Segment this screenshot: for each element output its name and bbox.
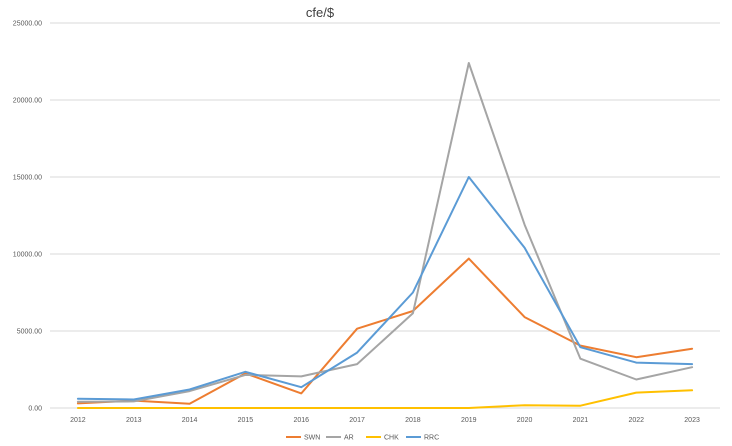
legend-label-chk: CHK: [384, 435, 399, 442]
x-tick-label: 2019: [461, 417, 477, 424]
x-tick-label: 2021: [573, 417, 589, 424]
x-tick-label: 2015: [238, 417, 254, 424]
gridlines: [50, 22, 720, 409]
y-tick-label: 0.00: [28, 406, 42, 413]
series-line-rrc: [76, 176, 694, 401]
y-tick-label: 25000.00: [13, 21, 42, 28]
chart-title: cfe/$: [306, 5, 335, 20]
y-tick-label: 20000.00: [13, 98, 42, 105]
series-line-chk: [76, 389, 694, 409]
legend-label-ar: AR: [344, 435, 354, 442]
x-tick-label: 2013: [126, 417, 142, 424]
x-tick-label: 2016: [293, 417, 309, 424]
x-tick-label: 2023: [684, 417, 700, 424]
y-tick-label: 10000.00: [13, 252, 42, 259]
x-tick-label: 2022: [628, 417, 644, 424]
x-tick-label: 2017: [349, 417, 365, 424]
legend-label-swn: SWN: [304, 435, 320, 442]
x-tick-label: 2020: [517, 417, 533, 424]
series-line-swn: [76, 257, 694, 405]
x-tick-label: 2014: [182, 417, 198, 424]
x-tick-label: 2012: [70, 417, 86, 424]
y-tick-label: 5000.00: [17, 329, 42, 336]
legend-label-rrc: RRC: [424, 435, 439, 442]
y-axis-ticks: 0.00 5000.00 10000.00 15000.00 20000.00 25000…: [13, 21, 42, 413]
x-axis-ticks: 2012 2013 2014 2015 2016 2017 2018 2019 2020 2021…: [70, 417, 700, 424]
series-line-ar: [76, 62, 694, 403]
series-lines: [76, 62, 694, 409]
y-tick-label: 15000.00: [13, 175, 42, 182]
x-tick-label: 2018: [405, 417, 421, 424]
legend: SWN AR CHK RRC: [286, 435, 439, 442]
